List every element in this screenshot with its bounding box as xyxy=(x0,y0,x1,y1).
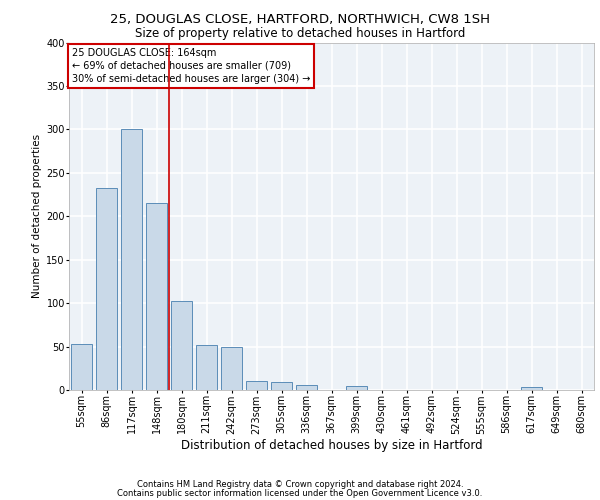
Bar xyxy=(246,382,267,390)
Bar xyxy=(121,130,142,390)
Bar xyxy=(196,345,217,390)
Text: Contains HM Land Registry data © Crown copyright and database right 2024.: Contains HM Land Registry data © Crown c… xyxy=(137,480,463,489)
Bar xyxy=(271,382,292,390)
X-axis label: Distribution of detached houses by size in Hartford: Distribution of detached houses by size … xyxy=(181,439,482,452)
Bar xyxy=(96,188,117,390)
Text: Contains public sector information licensed under the Open Government Licence v3: Contains public sector information licen… xyxy=(118,488,482,498)
Y-axis label: Number of detached properties: Number of detached properties xyxy=(32,134,42,298)
Bar xyxy=(146,203,167,390)
Text: Size of property relative to detached houses in Hartford: Size of property relative to detached ho… xyxy=(135,28,465,40)
Bar xyxy=(521,388,542,390)
Bar xyxy=(221,348,242,390)
Bar xyxy=(346,386,367,390)
Bar xyxy=(71,344,92,390)
Text: 25 DOUGLAS CLOSE: 164sqm
← 69% of detached houses are smaller (709)
30% of semi-: 25 DOUGLAS CLOSE: 164sqm ← 69% of detach… xyxy=(71,48,310,84)
Bar xyxy=(171,300,192,390)
Text: 25, DOUGLAS CLOSE, HARTFORD, NORTHWICH, CW8 1SH: 25, DOUGLAS CLOSE, HARTFORD, NORTHWICH, … xyxy=(110,12,490,26)
Bar xyxy=(296,385,317,390)
